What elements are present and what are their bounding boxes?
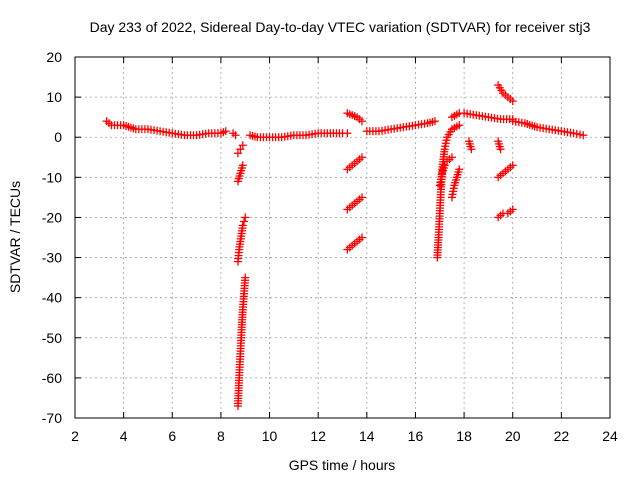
x-tick-label: 6 <box>168 428 176 444</box>
data-point <box>496 145 505 154</box>
x-tick-label: 24 <box>602 428 618 444</box>
x-tick-label: 12 <box>310 428 326 444</box>
data-point <box>221 127 230 136</box>
x-tick-label: 16 <box>408 428 424 444</box>
y-tick-label: -30 <box>42 250 62 266</box>
data-point <box>467 145 476 154</box>
data-point <box>241 213 250 222</box>
data-point <box>357 117 366 126</box>
x-tick-label: 18 <box>456 428 472 444</box>
data-point <box>233 149 242 158</box>
gridlines <box>75 57 610 418</box>
chart-title: Day 233 of 2022, Sidereal Day-to-day VTE… <box>90 19 591 35</box>
y-axis-label: SDTVAR / TECUs <box>7 181 23 293</box>
data-point <box>357 233 366 242</box>
data-point <box>357 153 366 162</box>
x-tick-label: 4 <box>120 428 128 444</box>
data-point <box>236 145 245 154</box>
data-points <box>102 81 588 410</box>
data-point <box>238 221 247 230</box>
data-point <box>343 129 352 138</box>
data-point <box>579 131 588 140</box>
x-tick-label: 2 <box>71 428 79 444</box>
data-point <box>508 205 517 214</box>
data-point <box>455 121 464 130</box>
data-point <box>447 153 456 162</box>
y-tick-label: -10 <box>42 169 62 185</box>
plot-frame <box>74 56 611 419</box>
x-axis-tick-labels: 2 4 6 8 10 12 14 16 18 20 22 24 <box>71 428 618 444</box>
x-axis-label: GPS time / hours <box>289 457 396 473</box>
y-tick-label: -50 <box>42 330 62 346</box>
y-tick-label: 10 <box>46 89 62 105</box>
data-point <box>508 97 517 106</box>
data-point <box>508 161 517 170</box>
y-tick-label: -40 <box>42 290 62 306</box>
data-point <box>455 165 464 174</box>
y-axis-tick-labels: -70 -60 -50 -40 -30 -20 -10 0 10 20 <box>42 49 62 426</box>
x-tick-label: 10 <box>262 428 278 444</box>
x-tick-label: 14 <box>359 428 375 444</box>
data-point <box>238 141 247 150</box>
y-tick-label: 0 <box>54 129 62 145</box>
data-point <box>440 161 449 170</box>
x-tick-label: 20 <box>505 428 521 444</box>
y-tick-label: -70 <box>42 410 62 426</box>
y-tick-label: -60 <box>42 370 62 386</box>
y-tick-label: -20 <box>42 209 62 225</box>
data-point <box>430 117 439 126</box>
data-point <box>238 161 247 170</box>
axis-ticks <box>74 56 611 419</box>
data-point <box>357 193 366 202</box>
data-point <box>240 217 249 226</box>
x-tick-label: 22 <box>554 428 570 444</box>
data-point <box>231 131 240 140</box>
data-point <box>241 273 250 282</box>
y-tick-label: 20 <box>46 49 62 65</box>
x-tick-label: 8 <box>217 428 225 444</box>
